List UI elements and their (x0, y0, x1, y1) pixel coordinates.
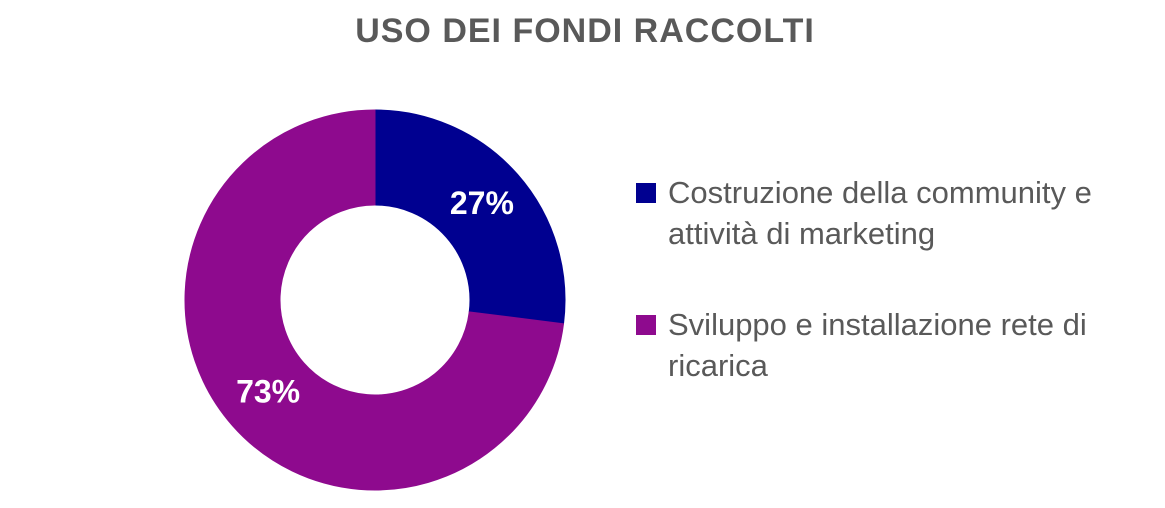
legend: Costruzione della community e attività d… (636, 172, 1156, 436)
legend-item: Sviluppo e installazione rete di ricaric… (636, 304, 1156, 386)
slice (184, 109, 565, 491)
legend-label: Costruzione della community e attività d… (668, 175, 1092, 251)
legend-label: Sviluppo e installazione rete di ricaric… (668, 307, 1087, 383)
chart-title: USO DEI FONDI RACCOLTI (355, 12, 815, 50)
value-label: 27% (450, 185, 514, 221)
legend-swatch (636, 315, 656, 335)
legend-swatch (636, 183, 656, 203)
value-label: 73% (236, 374, 300, 410)
slice (374, 109, 566, 325)
legend-item: Costruzione della community e attività d… (636, 172, 1156, 254)
